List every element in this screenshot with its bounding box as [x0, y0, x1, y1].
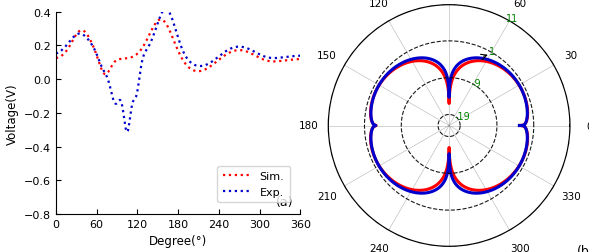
Sim.	[159, 19, 166, 22]
Line: Sim.: Sim.	[56, 20, 300, 75]
Sim.	[85, 36, 92, 39]
Text: (b): (b)	[577, 244, 589, 252]
Sim.	[157, 19, 164, 22]
Exp.	[181, 54, 188, 57]
Exp.	[186, 61, 193, 64]
Exp.	[158, 12, 166, 15]
Text: 11: 11	[506, 14, 518, 24]
X-axis label: Degree(°): Degree(°)	[149, 235, 207, 247]
Exp.	[297, 55, 304, 58]
Text: 1: 1	[489, 47, 495, 56]
Exp.	[94, 55, 101, 58]
Sim.	[297, 58, 304, 61]
Legend: Sim., Exp.: Sim., Exp.	[217, 166, 290, 203]
Sim.	[135, 52, 142, 55]
Exp.	[85, 39, 92, 42]
Y-axis label: Voltage(V): Voltage(V)	[5, 83, 18, 144]
Line: Exp.: Exp.	[56, 10, 300, 132]
Sim.	[52, 57, 59, 60]
Text: (a): (a)	[276, 195, 293, 208]
Sim.	[102, 73, 109, 76]
Text: -9: -9	[472, 79, 481, 89]
Text: -19: -19	[454, 111, 470, 121]
Sim.	[94, 56, 101, 59]
Exp.	[135, 83, 142, 86]
Sim.	[181, 62, 188, 65]
Exp.	[52, 53, 59, 56]
Exp.	[124, 131, 131, 134]
Sim.	[186, 68, 193, 71]
Exp.	[163, 8, 170, 11]
